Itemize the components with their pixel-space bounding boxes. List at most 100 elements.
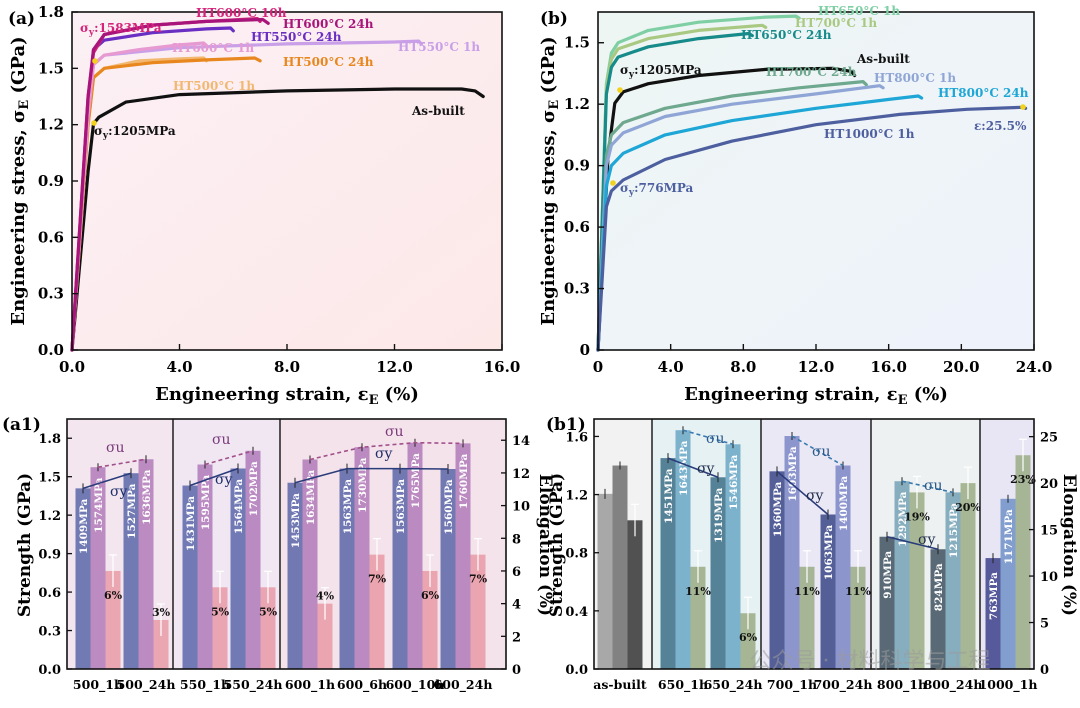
b1-ytick-right-label: 5 — [1040, 617, 1049, 632]
panel-a1-ylabel-right: Elongation (%) — [535, 474, 555, 616]
b1-group-su-label: σu — [706, 431, 725, 447]
a-series-ht600-c-24h — [70, 17, 270, 352]
panel-b: 0 4.0 8.0 12.0 16.0 20.0 24.000.30.60.91.21.5 … — [538, 4, 1052, 408]
b1-bar-sy-700-24h — [820, 514, 836, 669]
b1-label-su: 1400MPa — [838, 476, 850, 531]
b1-bar-su-700-1h — [784, 436, 800, 669]
b1-ytick-left-label: 1.2 — [565, 489, 588, 504]
b-annot-sy1205: σy:1205MPa — [620, 63, 702, 80]
b1-bar-sy-650-1h — [660, 458, 676, 669]
b1-label-su: 1603MPa — [787, 446, 799, 501]
a1-label-el: 3% — [152, 606, 171, 619]
b1-ytick-left-label: 0.4 — [565, 605, 588, 620]
a-ytick-label: 0.0 — [38, 341, 64, 359]
a1-bar-su-500-24h — [138, 459, 154, 669]
a1-label-el: 4% — [316, 590, 335, 603]
b-marker-sy1205 — [617, 87, 623, 93]
b1-label-el: 19% — [904, 510, 930, 523]
b-legend-ht800-24h: HT800°C 24h — [938, 86, 1029, 100]
a-xtick-label: 12.0 — [376, 358, 413, 376]
a1-label-sy: 1409MPa — [78, 499, 90, 554]
a1-label-su: 1760MPa — [458, 454, 470, 509]
b-ytick-label: 1.5 — [564, 34, 590, 52]
b1-trend-su — [682, 429, 734, 446]
b-series-as-built — [596, 66, 857, 352]
b1-ytick-right-label: 20 — [1040, 477, 1058, 492]
a1-bar-sy-500-24h — [123, 473, 139, 669]
a1-ytick-right-label: 14 — [512, 434, 530, 449]
b1-bar-sy-as-built — [597, 493, 613, 669]
a1-label-su: 1702MPa — [248, 461, 260, 516]
a1-bar-su-600-10h — [407, 442, 423, 669]
a1-ytick-right-label: 4 — [512, 598, 521, 613]
a1-bar-su-600-24h — [455, 443, 471, 669]
b1-trend-sy — [776, 470, 829, 516]
a1-ytick-right-label: 6 — [512, 565, 521, 580]
a1-ytick-left-label: 0.3 — [38, 625, 61, 640]
b1-group-sy-label: σy — [918, 532, 936, 548]
b-annot-sy776: σy:776MPa — [620, 181, 694, 198]
a1-ytick-left-label: 0.9 — [38, 548, 61, 563]
a1-bar-el-600-6h — [369, 554, 385, 669]
a1-label-su: 1730MPa — [357, 457, 369, 512]
panel-b-xlabel: Engineering strain, εE (%) — [684, 384, 948, 408]
b1-label-sy: 763MPa — [988, 572, 1000, 620]
a-legend-ht500-1h: HT500°C 1h — [173, 79, 255, 93]
a-series-as-built — [70, 87, 485, 352]
panel-a-ylabel: Engineering stress, σE (GPa) — [8, 36, 32, 325]
panel-a-label: (a) — [8, 9, 35, 29]
panel-a1-frame — [66, 418, 507, 670]
watermark: 公众号 · 材料科学与工程 — [750, 649, 991, 674]
a-legend-as-built: As-built — [411, 104, 465, 118]
b1-category-700-1h: 700_1h — [767, 677, 817, 693]
panel-a1: 1409MPa 1574MPa 6% 500_1h 1527MPa 1636MPa 3% 50… — [2, 415, 555, 693]
a-xtick-label: 0.0 — [59, 358, 85, 376]
a1-bar-sy-600-10h — [392, 468, 408, 669]
b1-category-650-24h: 650_24h — [704, 677, 763, 693]
b-series-ht1000-c-1h — [596, 105, 1028, 352]
panel-a1-label: (a1) — [2, 415, 41, 435]
a-xtick-label: 16.0 — [484, 358, 521, 376]
b1-trend-su — [901, 480, 954, 494]
panel-a-xlabel: Engineering strain, εE (%) — [155, 384, 419, 408]
a1-ytick-right-label: 12 — [512, 467, 530, 482]
a1-label-su: 1765MPa — [410, 453, 422, 508]
a1-bar-su-600-1h — [302, 459, 318, 669]
a-legend-ht600-10h: HT600°C 10h — [196, 6, 287, 20]
a1-group-su-label: σu — [106, 440, 125, 456]
b-legend-ht700-24h: HT700°C 24h — [766, 65, 857, 79]
a1-label-el: 6% — [421, 589, 440, 602]
a1-label-su: 1595MPa — [200, 475, 212, 530]
a1-ytick-left-label: 0.6 — [38, 586, 61, 601]
b1-bar-sy-1000-1h — [985, 558, 1001, 669]
b-series-ht650-c-24h — [596, 31, 754, 352]
b1-label-sy: 1360MPa — [772, 481, 784, 536]
b-ytick-label: 0.9 — [564, 157, 590, 175]
a1-category-600-10h: 600_10h — [386, 677, 445, 693]
a1-label-su: 1634MPa — [305, 470, 317, 525]
panel-b-label: (b) — [540, 9, 568, 29]
b1-bar-su-as-built — [612, 465, 628, 669]
b1-group-sy-label: σy — [697, 461, 715, 477]
panel-a1-ylabel-left: Strength (GPa) — [15, 473, 35, 617]
a1-bar-su-550-24h — [245, 450, 261, 669]
b-series-ht700-c-24h — [596, 80, 868, 352]
b1-label-el: 23% — [1010, 473, 1036, 486]
a1-bar-su-500-1h — [90, 467, 106, 669]
b1-label-su: 1171MPa — [1003, 509, 1015, 564]
b1-label-su: 1643MPa — [678, 440, 690, 495]
a1-category-500-1h: 500_1h — [73, 677, 123, 693]
b-legend-ht650-24h: HT650°C 24h — [741, 28, 832, 42]
b1-label-el: 11% — [845, 585, 871, 598]
a1-group-su-label: σu — [212, 432, 231, 448]
b1-group-su-label: σu — [924, 478, 943, 494]
panel-b1-ylabel-right: Elongation (%) — [1059, 474, 1079, 616]
panel-b1: as-built1451MPa1643MPa11%650_1h1319MPa15… — [546, 415, 1079, 693]
a1-ytick-right-label: 2 — [512, 630, 521, 645]
b-xtick-label: 4.0 — [658, 358, 684, 376]
a1-category-600-6h: 600_6h — [337, 677, 387, 693]
a-ytick-label: 0.9 — [38, 172, 64, 190]
a1-bar-el-500-1h — [105, 570, 121, 669]
b1-ytick-right-label: 15 — [1040, 524, 1058, 539]
